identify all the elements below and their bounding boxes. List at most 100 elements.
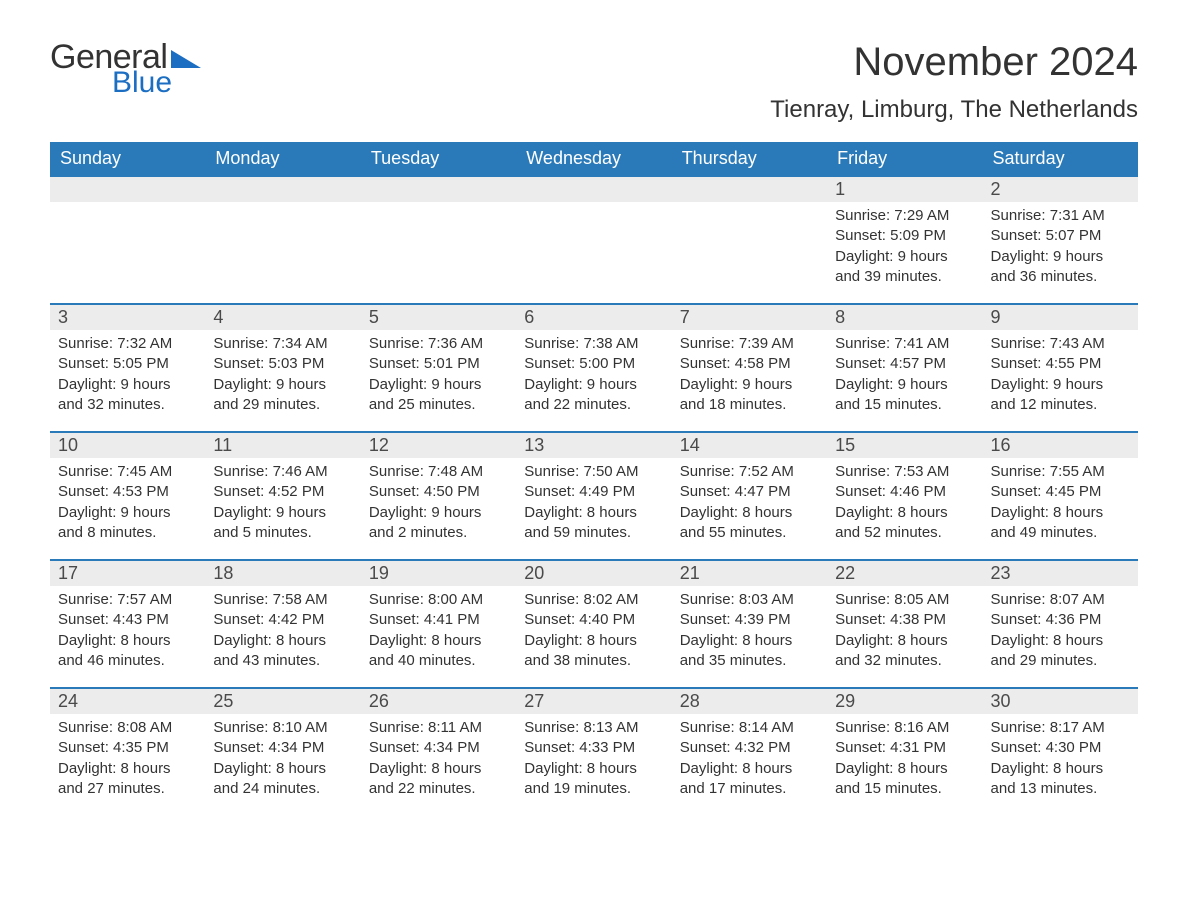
day-day1: Daylight: 8 hours bbox=[991, 503, 1130, 523]
day-day1: Daylight: 8 hours bbox=[835, 503, 974, 523]
day-day1: Daylight: 9 hours bbox=[991, 375, 1130, 395]
day-details: Sunrise: 7:45 AMSunset: 4:53 PMDaylight:… bbox=[50, 458, 205, 553]
day-number bbox=[50, 175, 205, 202]
calendar-day-cell: 24Sunrise: 8:08 AMSunset: 4:35 PMDayligh… bbox=[50, 687, 205, 815]
day-day2: and 22 minutes. bbox=[524, 395, 663, 415]
day-details: Sunrise: 7:32 AMSunset: 5:05 PMDaylight:… bbox=[50, 330, 205, 425]
calendar-week-row: 10Sunrise: 7:45 AMSunset: 4:53 PMDayligh… bbox=[50, 431, 1138, 559]
day-day2: and 43 minutes. bbox=[213, 651, 352, 671]
day-number: 23 bbox=[983, 559, 1138, 586]
weekday-header: Tuesday bbox=[361, 142, 516, 175]
day-day1: Daylight: 9 hours bbox=[369, 375, 508, 395]
day-number: 19 bbox=[361, 559, 516, 586]
weekday-header: Monday bbox=[205, 142, 360, 175]
day-day1: Daylight: 8 hours bbox=[58, 759, 197, 779]
day-number: 16 bbox=[983, 431, 1138, 458]
day-day2: and 13 minutes. bbox=[991, 779, 1130, 799]
day-sunset: Sunset: 4:55 PM bbox=[991, 354, 1130, 374]
calendar-day-cell: 25Sunrise: 8:10 AMSunset: 4:34 PMDayligh… bbox=[205, 687, 360, 815]
day-day1: Daylight: 8 hours bbox=[58, 631, 197, 651]
day-details: Sunrise: 8:00 AMSunset: 4:41 PMDaylight:… bbox=[361, 586, 516, 681]
calendar-day-cell: 22Sunrise: 8:05 AMSunset: 4:38 PMDayligh… bbox=[827, 559, 982, 687]
calendar-day-cell: 9Sunrise: 7:43 AMSunset: 4:55 PMDaylight… bbox=[983, 303, 1138, 431]
day-number: 17 bbox=[50, 559, 205, 586]
day-sunset: Sunset: 4:49 PM bbox=[524, 482, 663, 502]
day-sunset: Sunset: 4:41 PM bbox=[369, 610, 508, 630]
day-sunset: Sunset: 5:03 PM bbox=[213, 354, 352, 374]
day-day2: and 40 minutes. bbox=[369, 651, 508, 671]
day-number: 20 bbox=[516, 559, 671, 586]
day-sunset: Sunset: 4:31 PM bbox=[835, 738, 974, 758]
brand-triangle-icon bbox=[171, 48, 201, 68]
weekday-header: Wednesday bbox=[516, 142, 671, 175]
day-sunrise: Sunrise: 7:32 AM bbox=[58, 334, 197, 354]
day-number: 5 bbox=[361, 303, 516, 330]
day-day2: and 25 minutes. bbox=[369, 395, 508, 415]
day-number: 13 bbox=[516, 431, 671, 458]
day-sunset: Sunset: 4:32 PM bbox=[680, 738, 819, 758]
day-number: 15 bbox=[827, 431, 982, 458]
day-sunrise: Sunrise: 7:34 AM bbox=[213, 334, 352, 354]
day-number: 9 bbox=[983, 303, 1138, 330]
day-sunset: Sunset: 4:50 PM bbox=[369, 482, 508, 502]
day-day1: Daylight: 8 hours bbox=[213, 631, 352, 651]
day-number: 14 bbox=[672, 431, 827, 458]
day-day2: and 55 minutes. bbox=[680, 523, 819, 543]
calendar-day-cell: 20Sunrise: 8:02 AMSunset: 4:40 PMDayligh… bbox=[516, 559, 671, 687]
day-day1: Daylight: 9 hours bbox=[369, 503, 508, 523]
calendar-day-cell: 7Sunrise: 7:39 AMSunset: 4:58 PMDaylight… bbox=[672, 303, 827, 431]
day-number bbox=[361, 175, 516, 202]
day-details: Sunrise: 7:57 AMSunset: 4:43 PMDaylight:… bbox=[50, 586, 205, 681]
day-number: 27 bbox=[516, 687, 671, 714]
day-number: 10 bbox=[50, 431, 205, 458]
day-sunrise: Sunrise: 7:46 AM bbox=[213, 462, 352, 482]
day-details: Sunrise: 7:34 AMSunset: 5:03 PMDaylight:… bbox=[205, 330, 360, 425]
day-sunset: Sunset: 4:38 PM bbox=[835, 610, 974, 630]
calendar-day-cell: 2Sunrise: 7:31 AMSunset: 5:07 PMDaylight… bbox=[983, 175, 1138, 303]
day-sunset: Sunset: 4:34 PM bbox=[369, 738, 508, 758]
day-number: 18 bbox=[205, 559, 360, 586]
day-sunset: Sunset: 5:00 PM bbox=[524, 354, 663, 374]
day-details: Sunrise: 8:17 AMSunset: 4:30 PMDaylight:… bbox=[983, 714, 1138, 809]
page-header: General Blue November 2024 Tienray, Limb… bbox=[50, 40, 1138, 124]
calendar-day-cell: 3Sunrise: 7:32 AMSunset: 5:05 PMDaylight… bbox=[50, 303, 205, 431]
day-day1: Daylight: 9 hours bbox=[991, 247, 1130, 267]
day-sunset: Sunset: 4:33 PM bbox=[524, 738, 663, 758]
day-details: Sunrise: 7:46 AMSunset: 4:52 PMDaylight:… bbox=[205, 458, 360, 553]
day-day2: and 32 minutes. bbox=[58, 395, 197, 415]
day-day2: and 52 minutes. bbox=[835, 523, 974, 543]
calendar-day-cell: 1Sunrise: 7:29 AMSunset: 5:09 PMDaylight… bbox=[827, 175, 982, 303]
day-sunrise: Sunrise: 7:38 AM bbox=[524, 334, 663, 354]
calendar-day-cell: 30Sunrise: 8:17 AMSunset: 4:30 PMDayligh… bbox=[983, 687, 1138, 815]
day-sunset: Sunset: 4:57 PM bbox=[835, 354, 974, 374]
day-day1: Daylight: 8 hours bbox=[680, 759, 819, 779]
day-details: Sunrise: 7:58 AMSunset: 4:42 PMDaylight:… bbox=[205, 586, 360, 681]
calendar-day-cell: 13Sunrise: 7:50 AMSunset: 4:49 PMDayligh… bbox=[516, 431, 671, 559]
day-day1: Daylight: 8 hours bbox=[524, 759, 663, 779]
calendar-day-cell: 17Sunrise: 7:57 AMSunset: 4:43 PMDayligh… bbox=[50, 559, 205, 687]
day-sunrise: Sunrise: 8:13 AM bbox=[524, 718, 663, 738]
day-sunrise: Sunrise: 7:58 AM bbox=[213, 590, 352, 610]
day-details: Sunrise: 7:48 AMSunset: 4:50 PMDaylight:… bbox=[361, 458, 516, 553]
day-details: Sunrise: 7:55 AMSunset: 4:45 PMDaylight:… bbox=[983, 458, 1138, 553]
calendar-day-cell bbox=[361, 175, 516, 303]
day-sunrise: Sunrise: 8:03 AM bbox=[680, 590, 819, 610]
day-number: 25 bbox=[205, 687, 360, 714]
day-sunrise: Sunrise: 7:50 AM bbox=[524, 462, 663, 482]
day-sunset: Sunset: 4:34 PM bbox=[213, 738, 352, 758]
day-day1: Daylight: 8 hours bbox=[369, 631, 508, 651]
day-day2: and 27 minutes. bbox=[58, 779, 197, 799]
calendar-week-row: 17Sunrise: 7:57 AMSunset: 4:43 PMDayligh… bbox=[50, 559, 1138, 687]
day-sunrise: Sunrise: 7:36 AM bbox=[369, 334, 508, 354]
day-sunrise: Sunrise: 8:16 AM bbox=[835, 718, 974, 738]
day-details: Sunrise: 8:05 AMSunset: 4:38 PMDaylight:… bbox=[827, 586, 982, 681]
day-details: Sunrise: 7:50 AMSunset: 4:49 PMDaylight:… bbox=[516, 458, 671, 553]
day-sunrise: Sunrise: 8:14 AM bbox=[680, 718, 819, 738]
calendar-day-cell: 8Sunrise: 7:41 AMSunset: 4:57 PMDaylight… bbox=[827, 303, 982, 431]
brand-word-2: Blue bbox=[112, 68, 201, 98]
day-sunset: Sunset: 4:46 PM bbox=[835, 482, 974, 502]
day-day2: and 49 minutes. bbox=[991, 523, 1130, 543]
day-number: 21 bbox=[672, 559, 827, 586]
day-details: Sunrise: 7:36 AMSunset: 5:01 PMDaylight:… bbox=[361, 330, 516, 425]
day-number: 12 bbox=[361, 431, 516, 458]
